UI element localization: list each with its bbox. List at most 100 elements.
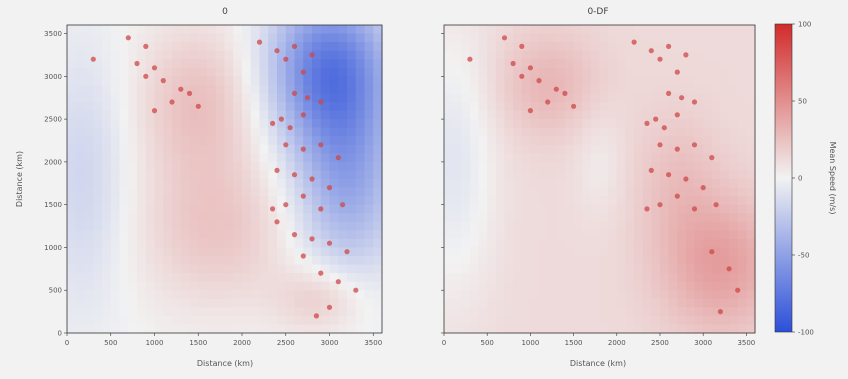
heatmap-cell (312, 315, 322, 326)
heatmap-cell (590, 273, 601, 283)
heatmap-cell (729, 93, 739, 103)
heatmap-cell (513, 93, 523, 103)
heatmap-cell (259, 50, 269, 60)
heatmap-cell (677, 161, 687, 172)
heatmap-cell (119, 102, 129, 112)
heatmap-cell (659, 324, 670, 334)
heatmap-cell (84, 213, 94, 223)
heatmap-cell (711, 264, 722, 274)
heatmap-cell (625, 59, 635, 69)
heatmap-cell (110, 59, 121, 69)
heatmap-cell (659, 315, 670, 326)
heatmap-cell (616, 59, 627, 69)
heatmap-cell (461, 298, 471, 308)
heatmap-cell (487, 196, 497, 206)
heatmap-cell (590, 221, 601, 231)
heatmap-cell (224, 161, 234, 172)
heatmap-cell (694, 281, 704, 291)
heatmap-cell (685, 230, 696, 240)
heatmap-cell (608, 161, 618, 172)
heatmap-cell (110, 110, 121, 120)
heatmap-cell (461, 153, 471, 163)
heatmap-cell (452, 119, 462, 129)
heatmap-cell (172, 273, 182, 283)
heatmap-cell (312, 76, 322, 86)
heatmap-cell (224, 187, 234, 197)
heatmap-cell (224, 67, 234, 77)
heatmap-cell (487, 170, 497, 180)
heatmap-cell (651, 93, 661, 103)
heatmap-cell (478, 42, 488, 52)
heatmap-cell (75, 102, 86, 112)
heatmap-cell (312, 264, 322, 274)
station-marker (305, 95, 311, 101)
heatmap-cell (694, 290, 704, 300)
heatmap-cell (364, 298, 374, 308)
heatmap-cell (444, 93, 454, 103)
heatmap-cell (737, 110, 747, 120)
heatmap-cell (694, 264, 704, 274)
heatmap-cell (452, 102, 462, 112)
heatmap-cell (355, 102, 366, 112)
heatmap-cell (338, 281, 348, 291)
heatmap-cell (67, 264, 77, 274)
heatmap-cell (207, 221, 217, 231)
x-tick-label: 0 (442, 339, 446, 347)
heatmap-cell (67, 281, 77, 291)
heatmap-cell (642, 161, 652, 172)
heatmap-cell (608, 324, 618, 334)
heatmap-cell (616, 33, 627, 43)
heatmap-cell (128, 204, 138, 214)
heatmap-cell (539, 42, 549, 52)
heatmap-cell (198, 324, 208, 334)
heatmap-cell (642, 264, 652, 274)
heatmap-cell (616, 307, 627, 317)
heatmap-cell (364, 221, 374, 231)
heatmap-cell (93, 76, 103, 86)
heatmap-cell (110, 93, 121, 103)
heatmap-cell (268, 84, 278, 95)
x-tick-label: 2000 (233, 339, 251, 347)
panel-0-x-axis: 0 500 1000 1500 2000 2500 3000 3500 (65, 333, 382, 347)
heatmap-cell (659, 153, 670, 163)
heatmap-cell (677, 33, 687, 43)
heatmap-cell (720, 76, 730, 86)
heatmap-cell (608, 84, 618, 95)
heatmap-cell (694, 204, 704, 214)
heatmap-cell (659, 93, 670, 103)
heatmap-cell (215, 204, 226, 214)
heatmap-cell (634, 298, 644, 308)
heatmap-cell (539, 67, 549, 77)
heatmap-cell (189, 290, 199, 300)
heatmap-cell (303, 67, 313, 77)
heatmap-cell (259, 84, 269, 95)
heatmap-cell (746, 281, 756, 291)
heatmap-cell (172, 110, 182, 120)
heatmap-cell (504, 281, 514, 291)
heatmap-cell (172, 315, 182, 326)
heatmap-cell (539, 110, 549, 120)
heatmap-cell (720, 161, 730, 172)
heatmap-cell (189, 161, 199, 172)
heatmap-cell (67, 221, 77, 231)
heatmap-cell (119, 238, 129, 249)
heatmap-cell (504, 307, 514, 317)
heatmap-cell (469, 196, 480, 206)
heatmap-cell (590, 161, 601, 172)
heatmap-cell (694, 187, 704, 197)
heatmap-cell (198, 307, 208, 317)
station-marker (553, 86, 559, 92)
heatmap-cell (444, 290, 454, 300)
heatmap-cell (469, 59, 480, 69)
heatmap-cell (694, 170, 704, 180)
heatmap-cell (294, 33, 304, 43)
heatmap-cell (154, 247, 164, 257)
station-marker (278, 116, 284, 122)
heatmap-cell (634, 50, 644, 60)
y-tick-label: 0 (58, 330, 62, 338)
colorbar-tick-label: 0 (798, 175, 802, 183)
heatmap-cell (504, 42, 514, 52)
heatmap-cell (364, 256, 374, 266)
heatmap-cell (355, 93, 366, 103)
heatmap-cell (478, 298, 488, 308)
